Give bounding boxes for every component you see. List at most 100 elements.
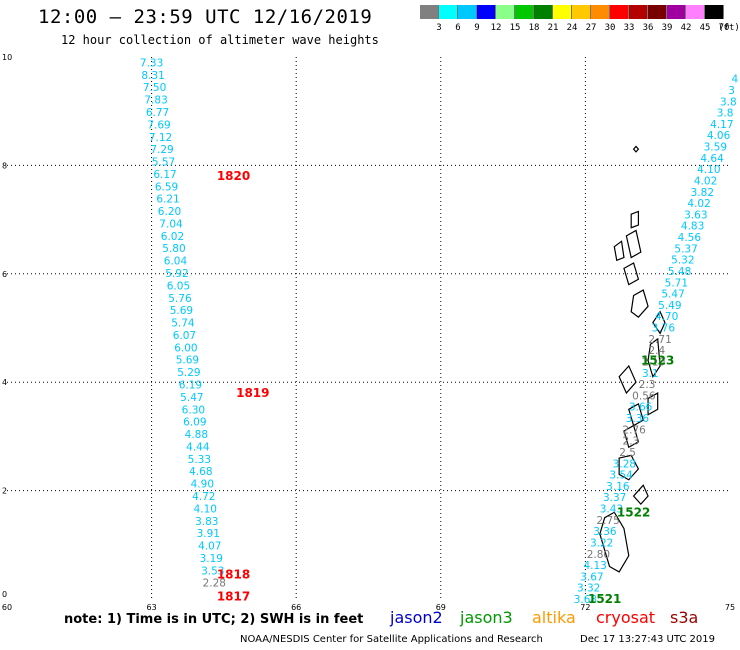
wave-height-value: 4.64 [700,153,724,165]
note-text: note: 1) Time is in UTC; 2) SWH is in fe… [64,612,364,627]
y-tick-label: 10 [2,53,12,62]
x-tick-label: 66 [291,603,301,610]
wave-height-value: 6.21 [156,194,179,206]
y-tick-label: 8 [2,161,7,170]
legend-swatch [705,5,724,19]
wave-height-value: 4.56 [678,232,702,244]
wave-height-value: 3.37 [603,492,626,504]
wave-height-value: 4.72 [192,491,215,503]
legend-label: 6 [455,23,461,33]
legend-label: 33 [623,23,635,33]
wave-height-value: 2.10 [642,356,665,368]
wave-height-value: 3.28 [613,458,636,470]
island-outline [652,310,666,335]
legend-label: 36 [642,23,654,33]
wave-height-value: 3.76 [652,323,676,335]
wave-height-value: 6.77 [146,107,169,119]
pass-number: 1820 [217,169,250,183]
legend-swatch [686,5,705,19]
wave-height-value: 3 [728,85,735,97]
legend-label: 24 [566,23,578,33]
wave-height-value: 7.83 [144,95,167,107]
satellite-jason2: jason2 [390,608,443,627]
wave-height-value: 7.69 [147,119,170,131]
wave-height-value: 2.4 [649,345,666,357]
legend-label: 39 [661,23,673,33]
wave-height-value: 4.07 [198,541,221,553]
wave-height-value: 3.8 [720,96,737,108]
legend-label: 45 [699,23,711,33]
wave-height-value: 3.67 [580,571,603,583]
legend-swatch [420,5,439,19]
island-outline [625,229,642,259]
wave-height-value: 6.19 [179,380,202,392]
footer-credit: NOAA/NESDIS Center for Satellite Applica… [240,634,543,645]
wave-height-value: 6.09 [183,417,206,429]
wave-height-value: 5.69 [176,355,199,367]
island-outline [613,240,625,262]
wave-height-value: 3.53 [201,565,224,577]
wave-height-value: 5.49 [658,300,681,312]
wave-height-value: 2.76 [622,424,646,436]
legend-unit: (ft) [718,23,740,33]
wave-height-value: 4.06 [707,130,731,142]
wave-height-value: 7.33 [140,57,163,69]
wave-height-value: 3.83 [195,516,218,528]
wave-height-value: 0.56 [632,390,656,402]
legend-label: 70 [718,23,730,33]
wave-height-value: 3.19 [200,553,223,565]
island-outline [623,424,640,449]
wave-height-value: 4.10 [697,164,720,176]
wave-height-value: 3.59 [704,142,727,154]
wave-height-value: 4.02 [694,175,717,187]
legend-swatch [439,5,458,19]
legend-label: 9 [474,23,480,33]
legend-label: 18 [528,23,540,33]
legend-swatch [591,5,610,19]
satellite-cryosat: cryosat [596,608,656,627]
wave-height-value: 2.71 [648,334,671,346]
wave-height-value: 2.3 [623,436,640,448]
satellite-jason3: jason3 [460,608,513,627]
wave-height-value: 5.29 [177,367,200,379]
wave-height-value: 3.82 [691,187,714,199]
legend-swatch [458,5,477,19]
legend-label: 21 [547,23,559,33]
wave-height-value: 3.22 [590,537,613,549]
satellite-altika: altika [532,608,576,627]
wave-height-value: 4 [731,74,738,86]
wave-height-value: 5.80 [162,243,185,255]
wave-height-value: 5.92 [165,268,188,280]
legend-swatch [534,5,553,19]
wave-height-value: 2.75 [596,515,619,527]
wave-height-value: 6.02 [161,231,184,243]
wave-height-value: 5.69 [170,305,193,317]
footer-timestamp: Dec 17 13:27:43 UTC 2019 [580,634,715,645]
legend-label: 30 [604,23,616,33]
legend-label: 42 [680,23,692,33]
wave-height-value: 5.74 [171,318,195,330]
wave-height-value: 3.68 [574,594,597,606]
wave-height-value: 3.1 [642,368,659,380]
wave-height-value: 6.05 [167,280,190,292]
wave-height-value: 6.20 [158,206,181,218]
x-tick-label: 75 [725,603,735,610]
y-tick-label: 6 [2,270,7,279]
wave-height-value: 5.48 [668,266,691,278]
wave-height-value: 3.54 [609,470,633,482]
pass-number: 1818 [217,568,250,582]
wave-height-value: 4.70 [655,311,678,323]
wave-height-value: 6.30 [182,404,205,416]
wave-height-value: 6.17 [153,169,176,181]
legend-swatch [496,5,515,19]
legend-label: 27 [585,23,597,33]
wave-height-value: 4.13 [583,560,606,572]
wave-height-value: 3.32 [577,583,600,595]
wave-height-value: 4.02 [687,198,710,210]
legend-swatch [572,5,591,19]
island-outline [623,262,640,286]
legend-label: 3 [436,23,442,33]
legend-swatch [515,5,534,19]
wave-height-value: 5.37 [674,243,697,255]
